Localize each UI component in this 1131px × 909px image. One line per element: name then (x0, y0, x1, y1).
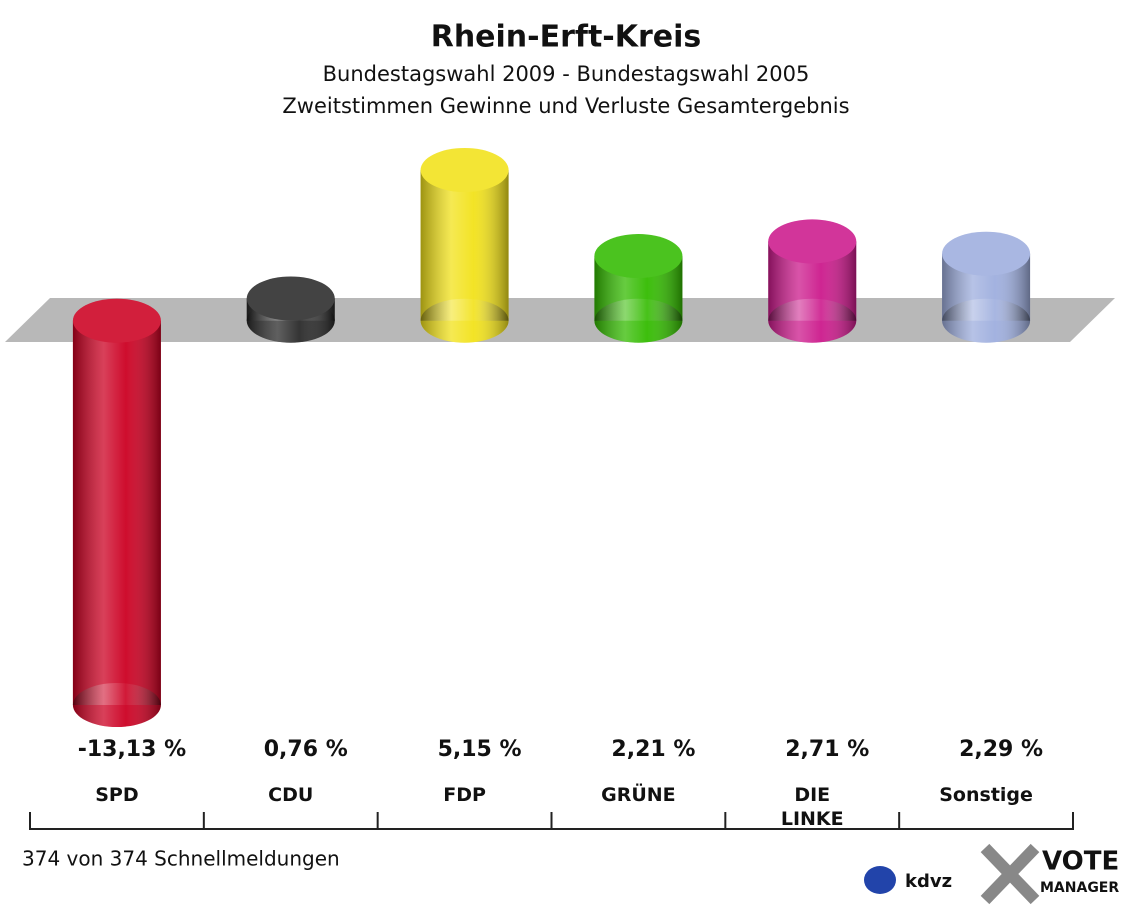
bar-end-shade (72, 683, 161, 727)
bar-end-shade (594, 298, 683, 343)
value-label: 2,71 % (785, 737, 869, 762)
value-label: -13,13 % (78, 737, 186, 762)
bar-cap (420, 148, 509, 192)
bar-cap-shade (420, 148, 509, 192)
bar-end-shade (942, 298, 1031, 343)
bar-cap (768, 219, 857, 264)
category-label: SPD (95, 784, 139, 806)
logo-text: kdvz (905, 871, 952, 892)
category-label: DIE LINKE (780, 784, 844, 830)
category-label: CDU (268, 784, 314, 806)
bar-end-shade (420, 298, 509, 343)
bar-cap-shade (72, 298, 161, 343)
category-label: FDP (443, 784, 486, 806)
bar-end-shade (768, 298, 857, 343)
value-label: 5,15 % (438, 737, 522, 762)
bar (246, 276, 335, 343)
value-label: 2,29 % (959, 737, 1043, 762)
logo-text: VOTE (1042, 847, 1119, 877)
value-label: 0,76 % (264, 737, 348, 762)
bar-cap-shade (246, 276, 335, 321)
bar (420, 148, 509, 343)
bar-cap (72, 298, 161, 343)
bar-cap-shade (768, 219, 857, 264)
category-label: GRÜNE (601, 784, 676, 806)
bar (72, 298, 161, 727)
value-label: 2,21 % (611, 737, 695, 762)
logo-x (980, 843, 1040, 905)
logo-text: MANAGER (1040, 880, 1119, 896)
bars (72, 148, 1031, 727)
category-label: Sonstige (939, 784, 1033, 806)
chart-subtitle: Zweitstimmen Gewinne und Verluste Gesamt… (282, 94, 849, 118)
footer: 374 von 374 Schnellmeldungen (22, 847, 340, 871)
bar (594, 234, 683, 343)
bar-shade (420, 170, 509, 321)
bar (942, 231, 1031, 343)
bar (768, 219, 857, 343)
bar-cap-shade (942, 231, 1031, 276)
bar-cap-shade (594, 234, 683, 279)
bar-cap (942, 231, 1031, 276)
bar-cap (246, 276, 335, 321)
bar-shade (72, 320, 161, 705)
chart-title: Rhein-Erft-Kreis (431, 20, 702, 55)
bar-cap (594, 234, 683, 279)
chart-subtitle: Bundestagswahl 2009 - Bundestagswahl 200… (323, 62, 810, 86)
logo-icon (864, 866, 896, 894)
